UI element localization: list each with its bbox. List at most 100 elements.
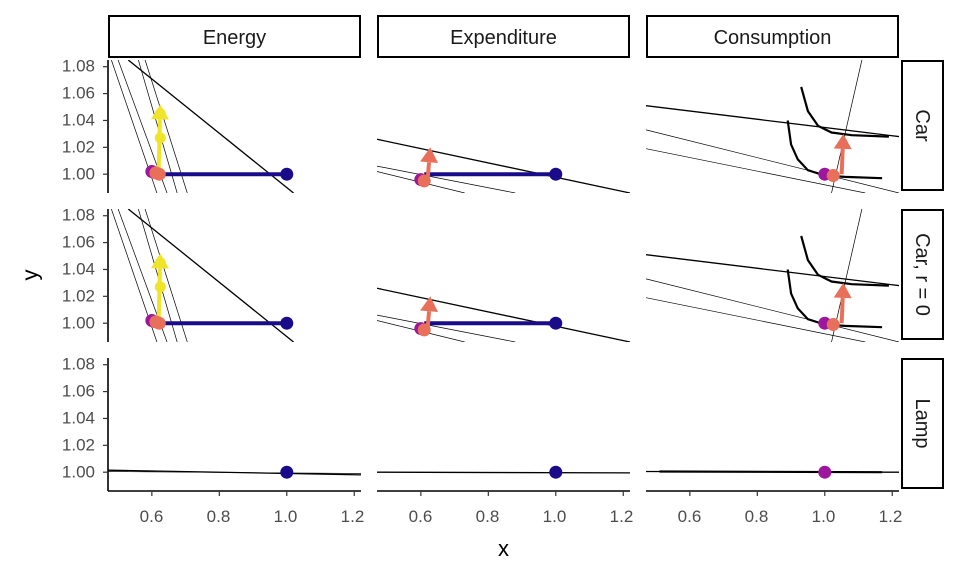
- x-axis-title: x: [498, 536, 509, 561]
- data-point-yellow: [154, 132, 166, 144]
- arrow-head-salmon: [833, 282, 852, 299]
- y-tick-label: 1.02: [62, 138, 95, 157]
- reference-line: [377, 287, 630, 342]
- y-tick-label: 1.00: [62, 463, 95, 482]
- x-tick-label: 1.0: [812, 507, 836, 526]
- x-tick-label: 0.8: [745, 507, 769, 526]
- column-strip-label: Expenditure: [450, 27, 557, 49]
- panel-consumption-car: [646, 60, 899, 193]
- x-tick-label: 0.8: [207, 507, 231, 526]
- x-tick-label: 1.2: [879, 507, 903, 526]
- column-strip-expenditure: Expenditure: [377, 15, 630, 58]
- y-tick-label: 1.06: [62, 382, 95, 401]
- data-point-navy: [280, 316, 294, 330]
- data-point-yellow: [154, 257, 166, 269]
- indifference-curve: [786, 120, 883, 180]
- y-tick-label: 1.06: [62, 84, 95, 103]
- row-strip-lamp: Lamp: [901, 358, 944, 489]
- y-tick-label: 1.06: [62, 233, 95, 252]
- x-tick-label: 1.0: [543, 507, 567, 526]
- arrow-head-salmon: [833, 133, 852, 150]
- x-tick-label: 1.0: [274, 507, 298, 526]
- panel-layer: [108, 60, 899, 479]
- data-point-navy: [280, 167, 294, 181]
- row-strip-label: Car, r = 0: [911, 233, 933, 316]
- x-tick-label: 0.6: [409, 507, 433, 526]
- arrow-head-salmon: [420, 147, 439, 164]
- y-tick-label: 1.00: [62, 314, 95, 333]
- segment-black: [659, 470, 883, 474]
- row-strip-car: Car: [901, 60, 944, 191]
- data-point-salmon: [417, 174, 431, 188]
- data-point-salmon: [152, 316, 166, 330]
- row-strip-label: Lamp: [911, 398, 933, 448]
- y-axis-row-2: 1.00 1.02 1.04 1.06 1.08: [62, 206, 95, 333]
- x-tick-label: 0.6: [678, 507, 702, 526]
- panel-consumption-lamp: [646, 465, 899, 479]
- reference-line: [377, 165, 516, 193]
- y-tick-label: 1.00: [62, 165, 95, 184]
- data-point-yellow: [154, 108, 166, 120]
- x-tick-label: 0.6: [140, 507, 164, 526]
- arrow-head-salmon: [420, 296, 439, 313]
- data-point-yellow: [154, 281, 166, 293]
- arrow-shaft-salmon: [839, 148, 845, 175]
- reference-line: [377, 471, 630, 474]
- reference-line: [646, 129, 899, 193]
- x-tick-label: 1.2: [610, 507, 634, 526]
- y-tick-label: 1.08: [62, 206, 95, 225]
- axis-layer: [103, 60, 899, 496]
- panel-expenditure-car-r-0: [377, 287, 630, 342]
- x-axis-col-1: 0.6 0.8 1.0 1.2: [140, 507, 365, 526]
- reference-line: [646, 105, 899, 138]
- arrow-shaft-yellow: [156, 119, 162, 175]
- reference-line: [144, 60, 188, 193]
- column-strip-energy: Energy: [108, 15, 361, 58]
- reference-line: [127, 60, 294, 193]
- x-axis-col-2: 0.6 0.8 1.0 1.2: [409, 507, 634, 526]
- row-strip-label: Car: [911, 109, 933, 142]
- y-tick-label: 1.04: [62, 409, 95, 428]
- y-axis-row-1: 1.00 1.02 1.04 1.06 1.08: [62, 57, 95, 184]
- panel-energy-lamp: [108, 465, 361, 479]
- reference-line: [377, 138, 630, 193]
- reference-line: [646, 254, 899, 287]
- indifference-curve: [786, 269, 883, 329]
- y-tick-label: 1.04: [62, 260, 95, 279]
- y-tick-label: 1.04: [62, 111, 95, 130]
- row-strip-car-r0: Car, r = 0: [901, 209, 944, 340]
- indifference-curve: [800, 235, 889, 287]
- reference-line: [646, 278, 899, 342]
- y-tick-label: 1.08: [62, 355, 95, 374]
- reference-line: [127, 209, 294, 342]
- panel-energy-car: [111, 60, 294, 193]
- column-strip-label: Consumption: [714, 27, 832, 49]
- data-point-salmon: [826, 169, 840, 183]
- y-tick-label: 1.02: [62, 436, 95, 455]
- panel-expenditure-lamp: [377, 465, 630, 479]
- data-point-navy: [280, 465, 294, 479]
- data-point-salmon: [417, 323, 431, 337]
- y-axis-row-3: 1.00 1.02 1.04 1.06 1.08: [62, 355, 95, 482]
- x-axis-col-3: 0.6 0.8 1.0 1.2: [678, 507, 903, 526]
- data-point-navy: [549, 316, 563, 330]
- y-axis-title: y: [18, 270, 43, 281]
- column-strip-consumption: Consumption: [646, 15, 899, 58]
- panel-consumption-car-r-0: [646, 209, 899, 342]
- reference-line: [377, 314, 516, 342]
- data-point-salmon: [152, 167, 166, 181]
- reference-line: [646, 148, 866, 193]
- column-strip-label: Energy: [203, 27, 266, 49]
- indifference-curve: [800, 86, 889, 138]
- panel-energy-car-r-0: [111, 209, 294, 342]
- arrow-shaft-salmon: [839, 297, 845, 324]
- x-tick-label: 0.8: [476, 507, 500, 526]
- x-tick-label: 1.2: [341, 507, 365, 526]
- data-point-salmon: [826, 318, 840, 332]
- y-tick-label: 1.02: [62, 287, 95, 306]
- panel-expenditure-car: [377, 138, 630, 193]
- data-point-navy: [549, 465, 563, 479]
- reference-line: [144, 209, 188, 342]
- reference-line: [646, 297, 866, 342]
